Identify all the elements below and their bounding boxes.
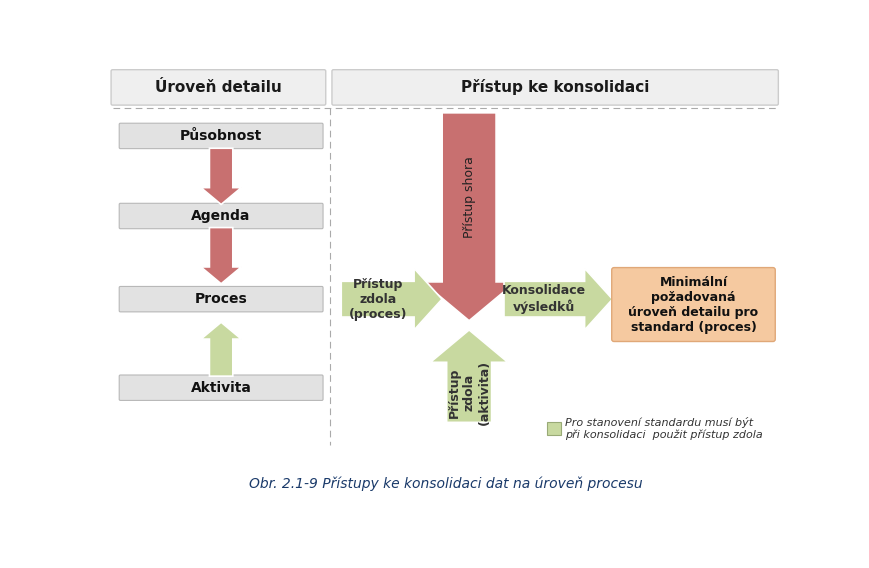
Polygon shape [503,268,612,330]
Text: Minimální
požadovaná
úroveň detailu pro
standard (proces): Minimální požadovaná úroveň detailu pro … [627,275,758,333]
Text: Agenda: Agenda [191,209,250,223]
FancyBboxPatch shape [111,70,325,105]
Polygon shape [422,113,515,321]
Text: Konsolidace
výsledků: Konsolidace výsledků [501,284,586,314]
Polygon shape [201,228,241,284]
Polygon shape [201,148,241,204]
Polygon shape [430,330,507,423]
Text: Přístup ke konsolidaci: Přístup ke konsolidaci [461,80,648,95]
Text: Proces: Proces [195,292,247,306]
Text: Úroveň detailu: Úroveň detailu [155,80,281,95]
FancyBboxPatch shape [546,423,560,435]
FancyBboxPatch shape [119,375,322,400]
FancyBboxPatch shape [119,123,322,149]
Text: Přístup shora: Přístup shora [462,156,475,239]
Text: Přístup
zdola
(proces): Přístup zdola (proces) [348,278,407,321]
FancyBboxPatch shape [119,286,322,312]
FancyBboxPatch shape [332,70,778,105]
Text: Pro stanovení standardu musí být
při konsolidaci  použit přístup zdola: Pro stanovení standardu musí být při kon… [565,417,762,440]
Text: Působnost: Působnost [180,129,262,143]
Text: Obr. 2.1-9 Přístupy ke konsolidaci dat na úroveň procesu: Obr. 2.1-9 Přístupy ke konsolidaci dat n… [249,477,642,491]
Text: Přístup
zdola
(aktivita): Přístup zdola (aktivita) [448,360,490,425]
Polygon shape [341,268,441,330]
Text: Aktivita: Aktivita [190,381,251,395]
FancyBboxPatch shape [611,268,774,341]
FancyBboxPatch shape [119,203,322,229]
Polygon shape [201,322,241,376]
